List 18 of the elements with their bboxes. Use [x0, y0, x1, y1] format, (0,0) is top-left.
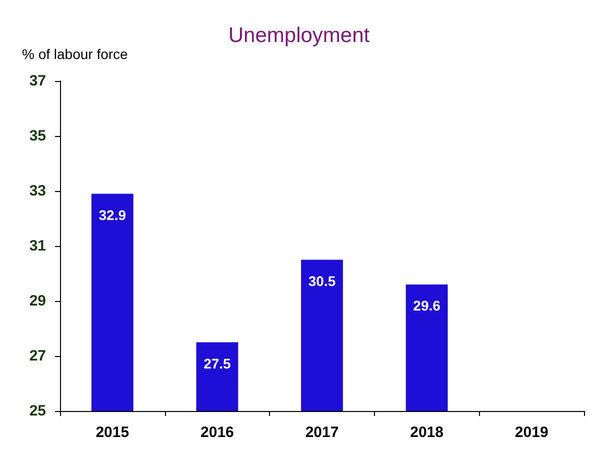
x-tick-label: 2019 [514, 424, 548, 441]
y-tick-label: 33 [29, 182, 46, 200]
x-tick-label: 2017 [305, 424, 339, 441]
data-label: 30.5 [308, 272, 336, 289]
y-tick-label: 37 [29, 72, 46, 90]
x-tick-label: 2015 [96, 424, 130, 441]
x-tick-label: 2018 [410, 424, 444, 441]
data-label: 27.5 [204, 355, 232, 372]
data-label: 29.6 [413, 298, 441, 314]
data-label: 32.9 [98, 206, 126, 223]
x-tick-label: 2016 [200, 424, 234, 441]
y-axis-title: % of labour force [22, 46, 128, 62]
y-tick-label: 29 [29, 292, 46, 310]
y-tick-label: 25 [29, 402, 46, 420]
chart-title: Unemployment [228, 24, 370, 47]
y-tick-label: 27 [29, 348, 46, 364]
y-tick-label: 31 [29, 238, 46, 254]
y-tick-label: 35 [29, 128, 46, 144]
